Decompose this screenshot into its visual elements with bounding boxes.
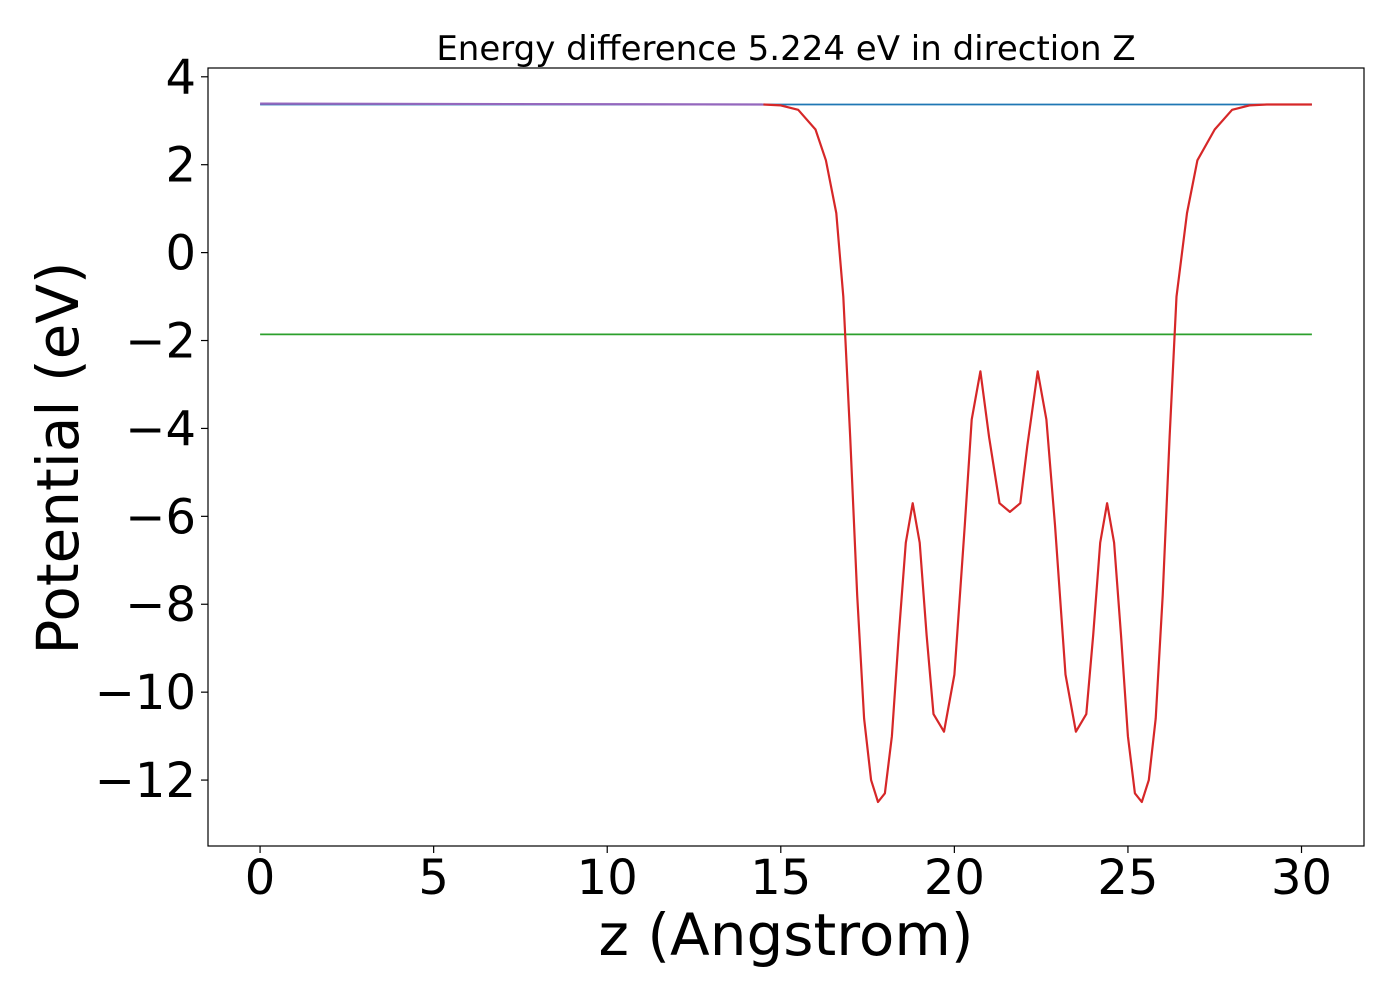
y-tick-label: −2 [125, 314, 196, 370]
x-axis-ticks: 0 5 10 15 20 25 30 [245, 846, 1332, 906]
y-tick-label: 2 [165, 138, 196, 194]
y-tick-label: −6 [125, 489, 196, 545]
y-axis-ticks: 4 2 0 −2 −4 −6 −8 −10 −12 [95, 50, 208, 809]
x-tick-label: 30 [1271, 850, 1332, 906]
y-tick-label: −12 [95, 753, 196, 809]
y-tick-label: −8 [125, 577, 196, 633]
x-tick-label: 10 [577, 850, 638, 906]
chart-title: Energy difference 5.224 eV in direction … [436, 29, 1135, 69]
y-tick-label: 4 [165, 50, 196, 106]
x-tick-label: 25 [1097, 850, 1158, 906]
x-tick-label: 0 [245, 850, 276, 906]
x-axis-label: z (Angstrom) [599, 901, 974, 969]
y-tick-label: 0 [165, 226, 196, 282]
plot-lines [260, 102, 1312, 804]
y-tick-label: −4 [125, 401, 196, 457]
y-tick-label: −10 [95, 665, 196, 721]
x-tick-label: 5 [418, 850, 449, 906]
x-tick-label: 20 [924, 850, 985, 906]
series-line-4 [763, 103, 1312, 804]
y-axis-label: Potential (eV) [24, 261, 92, 654]
x-tick-label: 15 [750, 850, 811, 906]
series-line-3 [260, 102, 764, 106]
plot-frame [207, 67, 1365, 847]
